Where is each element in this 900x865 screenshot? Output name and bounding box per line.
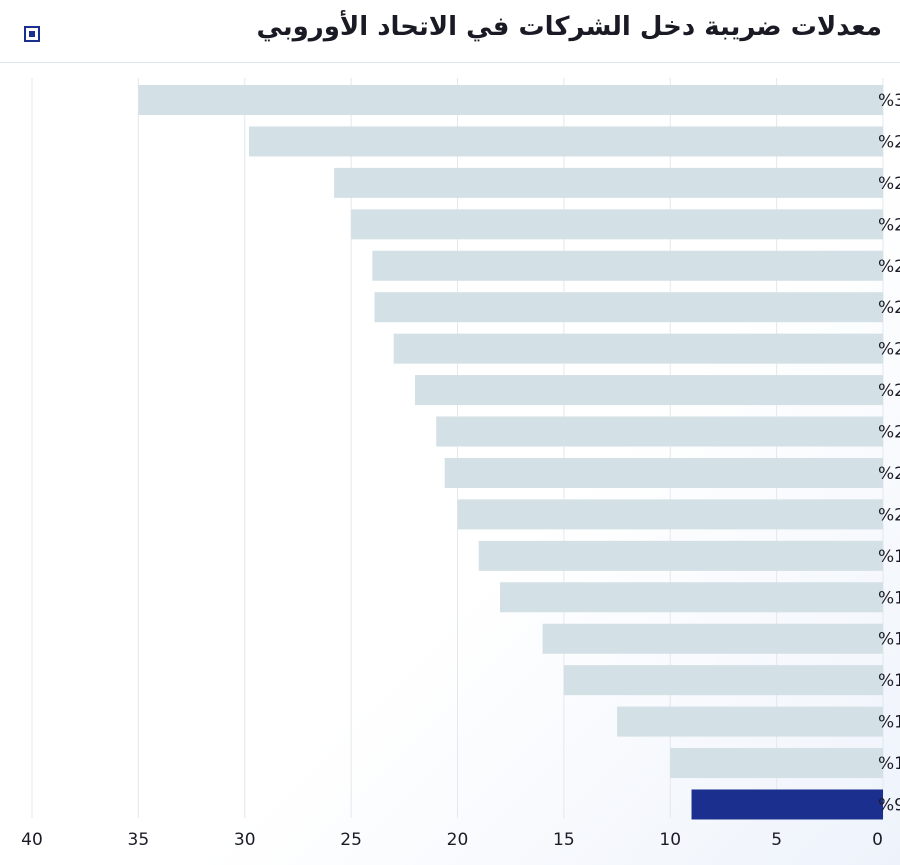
bar-label: لاتفيا، فنلندا، إستونيا — 20%	[878, 505, 900, 525]
bar	[436, 416, 883, 447]
bar-label: النمسا — 23%	[878, 340, 900, 360]
bar-label: كرواتيا — 18%	[878, 588, 900, 608]
title-divider	[0, 62, 900, 63]
bar	[414, 375, 883, 406]
x-tick-label: 20	[447, 830, 469, 850]
x-tick-label: 10	[659, 830, 681, 850]
bar-label: لوكسمبورغ — 23.9%	[878, 298, 900, 318]
bar	[393, 333, 883, 364]
x-tick-label: 30	[234, 830, 256, 850]
chart-title: معدلات ضريبة دخل الشركات في الاتحاد الأو…	[256, 12, 882, 42]
brand-logo-icon	[24, 26, 40, 42]
bar	[249, 126, 883, 157]
bar	[563, 665, 883, 696]
bar	[457, 499, 883, 530]
bar	[542, 623, 883, 654]
bar	[670, 748, 883, 779]
bar-label: هولندا — 25.8%	[878, 174, 900, 194]
bar-label: قبرص — 15%	[878, 671, 900, 691]
bar-highlighted	[691, 789, 883, 820]
bar-label: بلجيكا، إسبانيا، فرنسا — 25%	[878, 215, 900, 235]
bar	[444, 457, 883, 488]
bar	[351, 209, 883, 240]
bar-label: أيرلندا — 12.5%	[878, 711, 900, 733]
x-tick-label: 5	[771, 830, 782, 850]
bar-label: اليونان، سلوفينيا، الدنمارك — 22%	[878, 381, 900, 401]
x-axis-ticks: 0 5 10 15 20 25 30 35 40	[21, 830, 883, 850]
bar-label: إيطاليا، سلوفاكيا — 24%	[878, 257, 900, 277]
bar-label: ليتوانيا، رومانيا — 16%	[878, 630, 900, 650]
x-tick-label: 0	[872, 830, 883, 850]
bar-label: المجر — 9%	[878, 795, 900, 815]
bar-label: مالطا — 35%	[878, 91, 900, 111]
bar-label: البرتغال، التشيك — 21%	[878, 423, 900, 443]
bar-label: بولندا — 19%	[878, 547, 900, 567]
bar	[372, 250, 883, 281]
bar-label: بلغاريا — 10%	[878, 754, 900, 774]
bar	[617, 706, 883, 737]
bar	[138, 85, 883, 115]
bar	[374, 292, 883, 323]
bar	[334, 167, 884, 198]
x-tick-label: 35	[128, 830, 150, 850]
bar	[500, 582, 883, 613]
bar-label: ألمانيا — 29.8%	[878, 130, 900, 152]
bars: مالطا — 35% ألمانيا — 29.8% هولندا — 25.8%…	[138, 85, 900, 820]
x-tick-label: 25	[340, 830, 362, 850]
x-tick-label: 15	[553, 830, 575, 850]
bar-label: السويد — 20.6%	[878, 464, 900, 484]
x-tick-label: 40	[21, 830, 43, 850]
bar	[478, 540, 883, 571]
